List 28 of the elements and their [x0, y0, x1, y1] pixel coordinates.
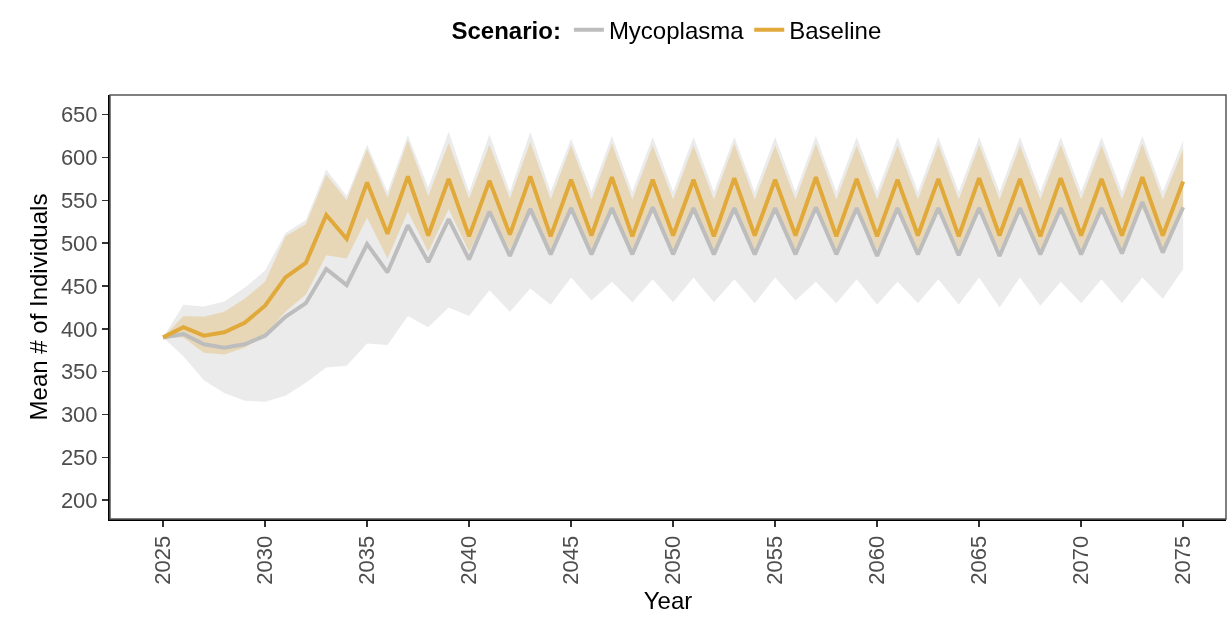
y-tick-label: 500 [60, 230, 98, 256]
y-tick-label: 200 [60, 487, 98, 513]
y-tick-label: 250 [60, 445, 98, 471]
y-tick-label: 400 [60, 316, 98, 342]
x-tick-label: 2075 [1170, 535, 1196, 585]
y-axis-title: Mean # of Individuals [25, 193, 53, 421]
x-tick-label: 2070 [1068, 535, 1094, 585]
line-series [161, 174, 1186, 340]
x-tick-label: 2040 [456, 535, 482, 585]
legend-label: Baseline [789, 17, 882, 45]
y-tick-label: 450 [60, 273, 98, 299]
x-tick-label: 2035 [354, 535, 380, 585]
y-tick-label: 300 [60, 402, 98, 428]
x-tick-label: 2030 [252, 535, 278, 585]
y-tick-label: 600 [60, 145, 98, 171]
y-tick-label: 650 [60, 102, 98, 128]
x-tick-label: 2045 [558, 535, 584, 585]
legend-label: Mycoplasma [608, 17, 745, 45]
legend-title: Scenario: [451, 16, 561, 44]
x-tick-label: 2025 [150, 535, 176, 585]
x-tick-label: 2060 [864, 535, 890, 585]
x-tick-label: 2055 [762, 535, 788, 585]
x-axis-title: Year [643, 586, 693, 614]
y-tick-label: 550 [60, 188, 98, 214]
y-tick-label: 350 [60, 359, 98, 385]
x-tick-label: 2050 [660, 535, 686, 585]
line-series [161, 200, 1186, 350]
x-tick-label: 2065 [966, 535, 992, 585]
